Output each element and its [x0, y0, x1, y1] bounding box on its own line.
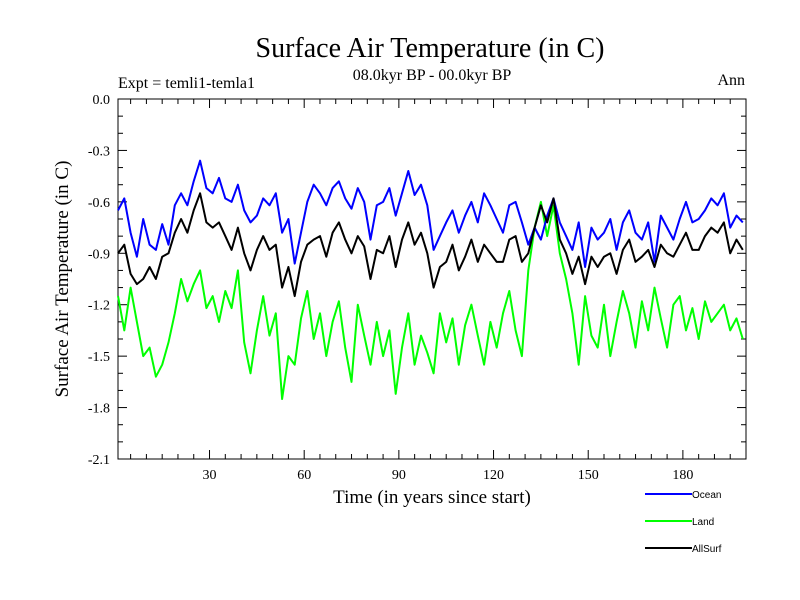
x-tick-label: 90	[392, 468, 406, 483]
y-tick-label: -2.1	[88, 453, 110, 468]
x-tick-label: 150	[578, 468, 599, 483]
series-line-ocean	[117, 159, 744, 268]
y-tick-label: -1.8	[88, 402, 110, 417]
x-tick-label: 60	[297, 468, 311, 483]
y-tick-label: -0.6	[88, 196, 110, 211]
legend-label-land: Land	[692, 517, 714, 528]
series-line-allsurf	[117, 192, 744, 298]
x-tick-label: 30	[203, 468, 217, 483]
series-line-land	[117, 200, 744, 400]
legend-label-ocean: Ocean	[692, 490, 721, 501]
legend: Ocean Land AllSurf	[645, 490, 722, 555]
plot-frame	[117, 98, 747, 460]
y-tick-label: -0.9	[88, 247, 110, 262]
y-tick-label: -0.3	[88, 144, 110, 159]
season-label: Ann	[717, 72, 745, 89]
experiment-label: Expt = temli1-temla1	[118, 75, 255, 92]
x-tick-label: 120	[483, 468, 504, 483]
x-axis-label: Time (in years since start)	[333, 487, 531, 508]
legend-label-allsurf: AllSurf	[692, 544, 722, 555]
y-tick-label: -1.5	[88, 350, 110, 365]
y-axis-label: Surface Air Temperature (in C)	[52, 161, 73, 398]
y-tick-label: -1.2	[88, 299, 110, 314]
x-tick-label: 180	[672, 468, 693, 483]
y-axis-ticks: -2.1 -1.8 -1.5 -1.2 -0.9 -0.6 -0.3 0.0	[88, 93, 746, 468]
chart-subtitle: 08.0kyr BP - 00.0kyr BP	[353, 67, 512, 84]
x-axis-ticks: 30 60 90 120 150 180	[130, 99, 731, 483]
series-lines	[117, 159, 744, 400]
y-tick-label: 0.0	[93, 93, 111, 108]
chart-title: Surface Air Temperature (in C)	[256, 33, 605, 64]
